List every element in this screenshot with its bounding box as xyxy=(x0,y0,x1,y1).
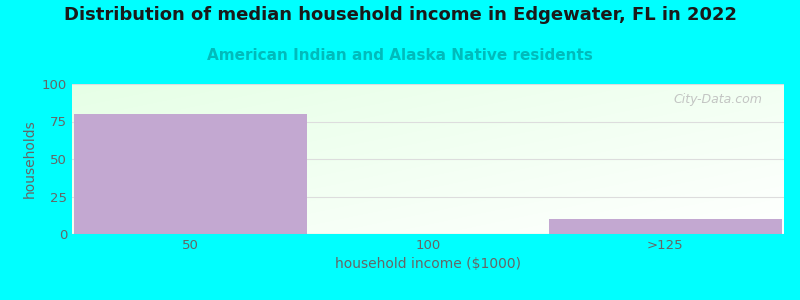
Text: Distribution of median household income in Edgewater, FL in 2022: Distribution of median household income … xyxy=(63,6,737,24)
Text: American Indian and Alaska Native residents: American Indian and Alaska Native reside… xyxy=(207,48,593,63)
Bar xyxy=(549,219,782,234)
Y-axis label: households: households xyxy=(22,120,36,198)
Bar xyxy=(74,114,307,234)
Text: City-Data.com: City-Data.com xyxy=(674,93,762,106)
X-axis label: household income ($1000): household income ($1000) xyxy=(335,257,521,272)
